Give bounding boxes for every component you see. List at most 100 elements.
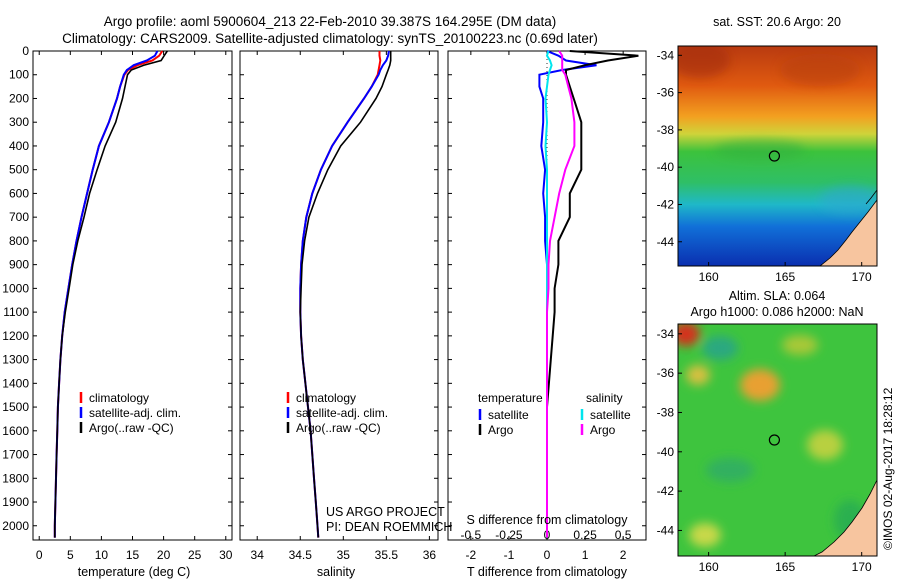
salinity-xlabel: salinity bbox=[317, 565, 356, 579]
plot-frame bbox=[32, 50, 233, 541]
x-tick-label: -2 bbox=[466, 548, 477, 562]
depth-tick-label: 700 bbox=[9, 210, 29, 224]
map-x-tick-label: 170 bbox=[852, 560, 872, 574]
imos-credit: ©IMOS 02-Aug-2017 18:28:12 bbox=[881, 387, 895, 550]
x-top-tick-label: 0.5 bbox=[615, 528, 632, 542]
map-y-tick-label: -44 bbox=[657, 523, 675, 537]
legend-label: Argo(..raw -QC) bbox=[89, 421, 174, 435]
depth-tick-label: 1300 bbox=[2, 353, 29, 367]
map-x-tick-label: 165 bbox=[775, 270, 795, 284]
x-tick-label: 34.5 bbox=[289, 548, 313, 562]
sla-high-patch bbox=[689, 523, 721, 547]
difference-xlabel: T difference from climatology bbox=[467, 565, 628, 579]
sst-map bbox=[678, 46, 877, 266]
map-y-tick-label: -38 bbox=[657, 405, 675, 419]
x-tick-label: 10 bbox=[95, 548, 109, 562]
land-coastline bbox=[865, 189, 877, 205]
map-x-tick-label: 170 bbox=[852, 270, 872, 284]
figure-subtitle: Climatology: CARS2009. Satellite-adjuste… bbox=[62, 31, 598, 46]
map-y-tick-label: -40 bbox=[657, 160, 675, 174]
legend-group-label: salinity bbox=[586, 391, 623, 405]
sla-high-patch bbox=[740, 369, 780, 401]
x-tick-label: 25 bbox=[188, 548, 202, 562]
sla-high-patch bbox=[807, 430, 843, 460]
depth-tick-label: 1600 bbox=[2, 424, 29, 438]
map-x-tick-label: 165 bbox=[775, 560, 795, 574]
depth-tick-label: 600 bbox=[9, 186, 29, 200]
sla-map-subtitle: Argo h1000: 0.086 h2000: NaN bbox=[690, 305, 863, 319]
depth-tick-label: 1500 bbox=[2, 400, 29, 414]
argo-float-marker bbox=[768, 434, 781, 446]
sst-cool-patch bbox=[820, 186, 877, 214]
sla-high-patch bbox=[678, 324, 700, 346]
x-tick-label: 35.5 bbox=[375, 548, 399, 562]
difference-xlabel-top: S difference from climatology bbox=[467, 513, 629, 527]
depth-tick-label: 1200 bbox=[2, 329, 29, 343]
land-new-zealand bbox=[819, 199, 877, 266]
map-y-tick-label: -38 bbox=[657, 123, 675, 137]
argo-float-marker bbox=[768, 150, 781, 162]
sst-cool-patch bbox=[715, 140, 805, 160]
map-y-tick-label: -36 bbox=[657, 86, 675, 100]
depth-tick-label: 2000 bbox=[2, 519, 29, 533]
sla-high-patch bbox=[686, 365, 710, 385]
series-line bbox=[299, 51, 392, 538]
x-tick-label: 1 bbox=[582, 548, 589, 562]
map-y-tick-label: -34 bbox=[657, 327, 675, 341]
map-y-tick-label: -44 bbox=[657, 235, 675, 249]
map-y-tick-label: -40 bbox=[657, 445, 675, 459]
legend-label: satellite bbox=[590, 408, 631, 422]
figure-title: Argo profile: aoml 5900604_213 22-Feb-20… bbox=[104, 14, 557, 29]
x-top-tick-label: -0.5 bbox=[461, 528, 482, 542]
legend-label: climatology bbox=[89, 391, 149, 405]
x-tick-label: 2 bbox=[620, 548, 627, 562]
series-line bbox=[546, 50, 576, 538]
depth-tick-label: 1100 bbox=[3, 305, 29, 319]
depth-tick-label: 200 bbox=[9, 91, 29, 105]
sla-map-axes: 160 165 170 -34 -36 -38 -40 -42 -44 bbox=[657, 327, 872, 574]
x-tick-label: 0 bbox=[544, 548, 551, 562]
plot-frame bbox=[239, 50, 439, 541]
legend-label: satellite-adj. clim. bbox=[89, 406, 181, 420]
x-tick-label: 5 bbox=[67, 548, 74, 562]
temperature-panel: 0100200300400500600700800900100011001200… bbox=[2, 44, 232, 562]
depth-tick-label: 1700 bbox=[2, 448, 29, 462]
series-line bbox=[53, 50, 168, 538]
x-tick-label: 15 bbox=[126, 548, 140, 562]
land-new-zealand bbox=[813, 479, 877, 556]
sla-map-title: Altim. SLA: 0.064 bbox=[729, 289, 826, 303]
project-credit-line2: PI: DEAN ROEMMICH bbox=[326, 520, 452, 534]
depth-tick-label: 0 bbox=[22, 44, 29, 58]
salinity-panel: 34 34.5 35 35.5 36 climatologysatellite-adj. … bbox=[239, 50, 439, 562]
x-top-tick-label: 0.25 bbox=[573, 528, 597, 542]
depth-tick-label: 1900 bbox=[2, 495, 29, 509]
map-y-tick-label: -36 bbox=[657, 366, 675, 380]
map-x-tick-label: 160 bbox=[699, 270, 719, 284]
depth-tick-label: 500 bbox=[9, 163, 29, 177]
map-y-tick-label: -42 bbox=[657, 484, 675, 498]
legend-label: satellite-adj. clim. bbox=[296, 406, 388, 420]
sla-low-patch bbox=[702, 336, 738, 360]
legend-label: Argo(..raw -QC) bbox=[296, 421, 381, 435]
sst-map-title: sat. SST: 20.6 Argo: 20 bbox=[713, 15, 841, 29]
sst-warm-patch bbox=[678, 46, 730, 78]
depth-tick-label: 400 bbox=[9, 139, 29, 153]
map-y-tick-label: -34 bbox=[657, 48, 675, 62]
sst-warm-patch bbox=[780, 54, 860, 86]
sla-map bbox=[678, 324, 877, 556]
x-tick-label: 36 bbox=[423, 548, 437, 562]
legend-label: Argo bbox=[590, 423, 616, 437]
legend-label: climatology bbox=[296, 391, 356, 405]
x-tick-label: -1 bbox=[504, 548, 515, 562]
depth-tick-label: 1400 bbox=[2, 376, 29, 390]
depth-tick-label: 1000 bbox=[2, 281, 29, 295]
legend-group-label: temperature bbox=[478, 391, 543, 405]
map-y-tick-label: -42 bbox=[657, 197, 675, 211]
project-credit-line1: US ARGO PROJECT bbox=[326, 505, 445, 519]
depth-tick-label: 800 bbox=[9, 234, 29, 248]
legend-label: Argo bbox=[488, 423, 514, 437]
depth-tick-label: 1800 bbox=[2, 471, 29, 485]
depth-tick-label: 300 bbox=[9, 115, 29, 129]
